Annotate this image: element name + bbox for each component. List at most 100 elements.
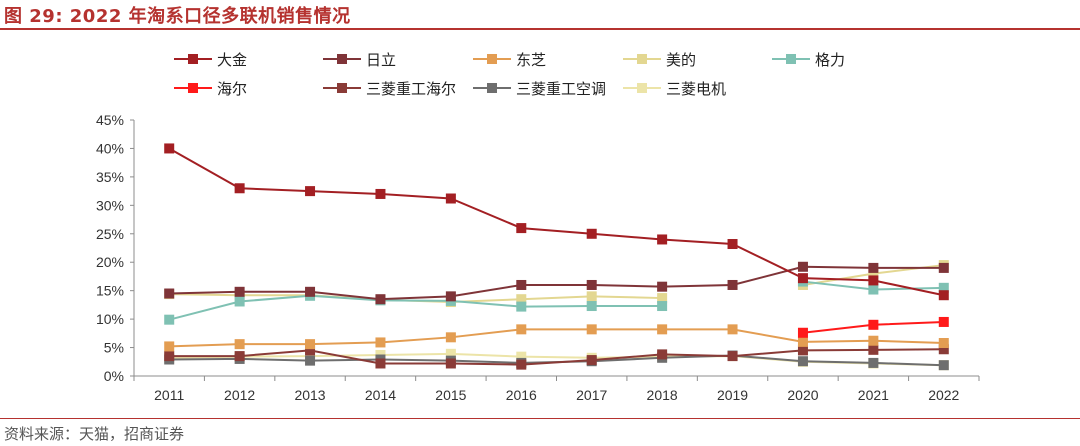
data-point bbox=[797, 327, 808, 338]
data-point bbox=[164, 351, 175, 362]
y-tick-label: 20% bbox=[96, 254, 124, 270]
legend-item: 美的 bbox=[623, 52, 696, 69]
legend-label: 东芝 bbox=[516, 52, 546, 69]
data-point bbox=[375, 188, 386, 199]
data-point bbox=[868, 275, 879, 286]
x-tick-label: 2016 bbox=[506, 387, 537, 403]
legend-label: 三菱重工海尔 bbox=[366, 81, 456, 98]
data-point bbox=[938, 360, 949, 371]
data-point bbox=[727, 279, 738, 290]
legend-marker bbox=[188, 83, 198, 93]
data-point bbox=[445, 291, 456, 302]
x-tick-label: 2014 bbox=[365, 387, 396, 403]
legend-marker bbox=[337, 83, 347, 93]
legend-item: 三菱重工空调 bbox=[473, 81, 606, 98]
series-2 bbox=[164, 261, 949, 305]
data-point bbox=[445, 348, 456, 359]
series-group bbox=[164, 143, 949, 371]
data-point bbox=[657, 349, 668, 360]
data-point bbox=[305, 345, 316, 356]
data-point bbox=[657, 301, 668, 312]
data-point bbox=[234, 296, 245, 307]
data-point bbox=[586, 324, 597, 335]
data-point bbox=[305, 339, 316, 350]
source-note: 资料来源：天猫，招商证券 bbox=[4, 425, 185, 443]
x-tick-label: 2015 bbox=[435, 387, 466, 403]
series-5 bbox=[164, 276, 949, 325]
data-point bbox=[657, 234, 668, 245]
y-tick-label: 10% bbox=[96, 311, 124, 327]
axes: 0% 5% 10% 15% 20% 25% 30% 35% 40% 45% 2011 2012 2013… bbox=[96, 112, 980, 403]
data-point bbox=[797, 273, 808, 284]
series-line bbox=[168, 294, 663, 321]
legend-item: 东芝 bbox=[473, 52, 546, 69]
legend-label: 日立 bbox=[366, 52, 396, 69]
x-tick-label: 2013 bbox=[294, 387, 325, 403]
legend-label: 三菱重工空调 bbox=[516, 81, 606, 98]
legend-marker bbox=[786, 54, 796, 64]
y-tick-label: 35% bbox=[96, 169, 124, 185]
series-line bbox=[169, 328, 944, 348]
data-point bbox=[234, 183, 245, 194]
data-point bbox=[727, 239, 738, 250]
data-point bbox=[868, 357, 879, 368]
data-point bbox=[868, 268, 879, 279]
x-tick-label: 2020 bbox=[787, 387, 818, 403]
data-point bbox=[445, 332, 456, 343]
data-point bbox=[938, 338, 949, 349]
data-point bbox=[657, 293, 668, 304]
y-tick-label: 25% bbox=[96, 226, 124, 242]
data-point bbox=[445, 193, 456, 204]
legend-label: 三菱电机 bbox=[666, 81, 726, 98]
data-point bbox=[234, 286, 245, 297]
data-point bbox=[375, 358, 386, 369]
legend-item: 海尔 bbox=[174, 81, 247, 98]
figure-title: 图 29: 2022 年淘系口径多联机销售情况 bbox=[4, 6, 351, 27]
legend-marker bbox=[637, 54, 647, 64]
data-point bbox=[868, 344, 879, 355]
y-tick-label: 5% bbox=[104, 340, 124, 356]
data-point bbox=[516, 223, 527, 234]
data-point bbox=[868, 335, 879, 346]
data-point bbox=[868, 262, 879, 273]
title-rule bbox=[0, 28, 1080, 30]
legend-item: 格力 bbox=[772, 52, 845, 69]
y-tick-label: 40% bbox=[96, 140, 124, 156]
data-point bbox=[797, 345, 808, 356]
legend-marker bbox=[188, 54, 198, 64]
data-point bbox=[516, 351, 527, 362]
legend-item: 大金 bbox=[174, 52, 247, 69]
legend-item: 三菱重工海尔 bbox=[323, 81, 456, 98]
data-point bbox=[938, 316, 949, 327]
data-point bbox=[164, 143, 175, 154]
data-point bbox=[375, 294, 386, 305]
data-point bbox=[797, 356, 808, 367]
y-tick-label: 15% bbox=[96, 283, 124, 299]
data-point bbox=[586, 279, 597, 290]
data-point bbox=[797, 336, 808, 347]
data-point bbox=[727, 351, 738, 362]
legend-label: 格力 bbox=[815, 52, 845, 69]
data-point bbox=[727, 324, 738, 335]
legend-item: 日立 bbox=[323, 52, 396, 69]
data-point bbox=[305, 355, 316, 366]
data-point bbox=[445, 358, 456, 369]
data-point bbox=[305, 186, 316, 197]
legend-marker bbox=[337, 54, 347, 64]
data-point bbox=[797, 261, 808, 272]
legend-item: 三菱电机 bbox=[623, 81, 726, 98]
data-point bbox=[516, 324, 527, 335]
data-point bbox=[868, 284, 879, 295]
legend-label: 大金 bbox=[217, 52, 247, 69]
series-line bbox=[169, 348, 944, 366]
data-point bbox=[938, 282, 949, 293]
legend-marker bbox=[637, 83, 647, 93]
series-3 bbox=[164, 324, 949, 352]
x-tick-label: 2012 bbox=[224, 387, 255, 403]
series-6 bbox=[797, 316, 949, 338]
data-point bbox=[657, 281, 668, 292]
x-tick-label: 2019 bbox=[717, 387, 748, 403]
data-point bbox=[938, 344, 949, 355]
